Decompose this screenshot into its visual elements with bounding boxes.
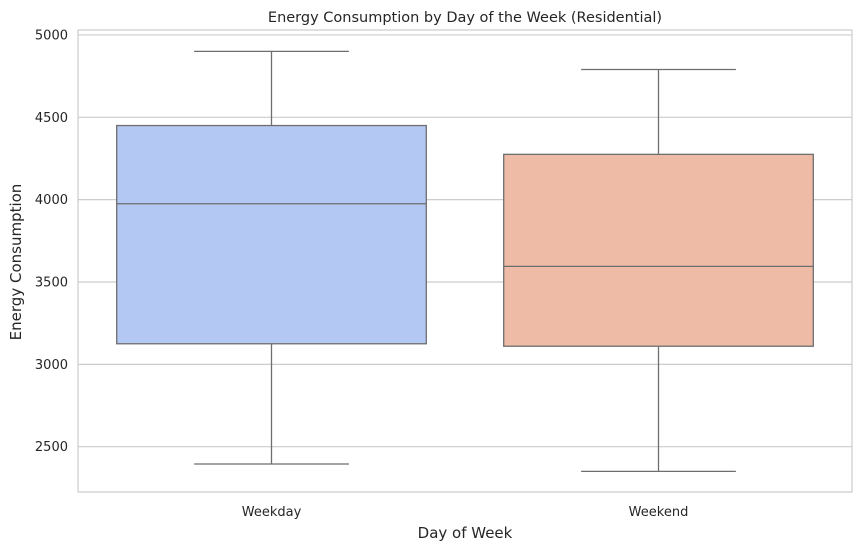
- box-weekday: [116, 50, 427, 465]
- x-axis-label: Day of Week: [418, 524, 513, 542]
- y-tick-label: 3000: [35, 358, 68, 373]
- iqr-box: [116, 124, 427, 345]
- y-tick-label: 2500: [35, 440, 68, 455]
- y-tick-label: 5000: [35, 28, 68, 43]
- y-tick-labels: 2500 3000 3500 4000 4500 5000: [35, 28, 68, 455]
- y-tick-label: 4500: [35, 111, 68, 126]
- boxes: [116, 50, 814, 473]
- y-axis-label: Energy Consumption: [7, 184, 25, 341]
- y-tick-label: 4000: [35, 193, 68, 208]
- box-weekend: [503, 68, 814, 473]
- y-tick-label: 3500: [35, 276, 68, 291]
- iqr-box: [503, 153, 814, 347]
- x-tick-labels: Weekday Weekend: [242, 505, 689, 520]
- plot-frame: [77, 29, 853, 493]
- chart-title: Energy Consumption by Day of the Week (R…: [268, 10, 662, 26]
- x-tick-label: Weekend: [629, 505, 689, 520]
- x-tick-label: Weekday: [242, 505, 302, 520]
